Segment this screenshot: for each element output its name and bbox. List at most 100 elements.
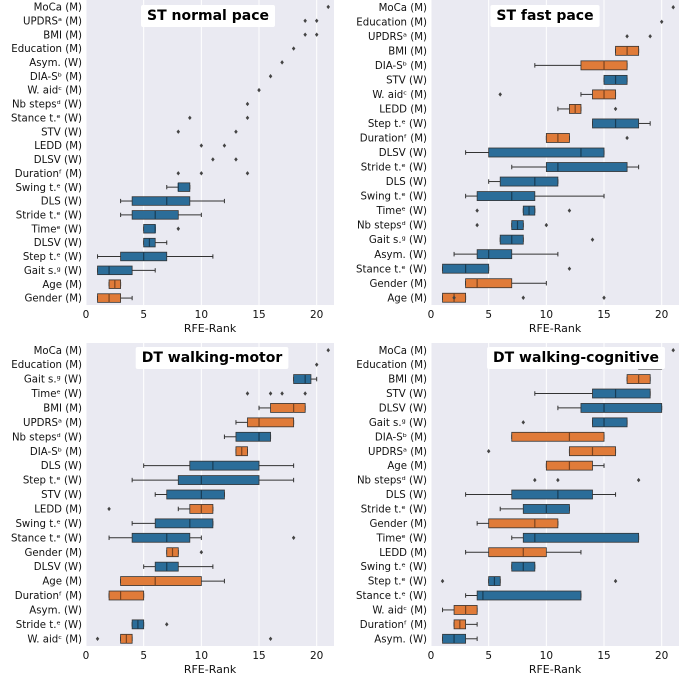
box-row: Stance t.ᵉ (W) bbox=[11, 113, 250, 124]
y-tick-label: Stride t.ᵉ (W) bbox=[361, 505, 427, 516]
box-row: Swing t.ᵉ (W) bbox=[15, 182, 191, 194]
box-row: STV (W) bbox=[386, 74, 628, 86]
box-row: Stride t.ᵉ (W) bbox=[361, 504, 570, 516]
y-tick-label: DLS (W) bbox=[386, 490, 427, 501]
outlier-marker bbox=[280, 391, 284, 396]
box-row: Nb stepsᵈ (W) bbox=[357, 220, 549, 232]
y-tick-label: DLSV (W) bbox=[379, 404, 427, 415]
y-tick-label: LEDD (M) bbox=[379, 548, 427, 559]
x-tick-label: 5 bbox=[140, 309, 147, 321]
box-row: DLSV (W) bbox=[34, 237, 168, 249]
panel-title: DT walking-cognitive bbox=[487, 347, 665, 369]
y-tick-label: Gender (M) bbox=[24, 548, 82, 559]
y-tick-label: Swing t.ᵉ (W) bbox=[15, 519, 82, 530]
outlier-marker bbox=[613, 578, 618, 584]
box bbox=[476, 590, 582, 601]
outlier-marker bbox=[164, 622, 169, 627]
box-row: DLSV (W) bbox=[379, 403, 663, 415]
y-tick-label: Asym. (W) bbox=[29, 58, 82, 69]
outlier-marker bbox=[303, 18, 307, 23]
y-tick-label: W. aidᶜ (M) bbox=[372, 90, 427, 101]
y-tick-label: Step t.ᵉ (W) bbox=[23, 476, 82, 487]
y-tick-label: MoCa (M) bbox=[34, 3, 82, 14]
panel-title: ST normal pace bbox=[141, 5, 275, 27]
box bbox=[131, 532, 191, 543]
box bbox=[166, 489, 225, 500]
y-tick-label: LEDD (M) bbox=[34, 141, 82, 152]
outlier-marker bbox=[245, 101, 250, 107]
box-row: DIA-Sᵇ (M) bbox=[30, 446, 248, 458]
outlier-marker bbox=[234, 157, 238, 162]
outlier-marker bbox=[268, 391, 273, 396]
box-row: Age (M) bbox=[42, 279, 122, 291]
outlier-marker bbox=[659, 19, 664, 24]
outlier-marker bbox=[188, 115, 192, 121]
x-tick-label: 0 bbox=[428, 650, 435, 662]
y-tick-label: STV (W) bbox=[386, 75, 427, 86]
box-row: Timeᵉ (W) bbox=[376, 205, 572, 217]
outlier-marker bbox=[291, 535, 296, 540]
outlier-marker bbox=[107, 506, 111, 512]
box-row: DLSV (W) bbox=[34, 561, 214, 573]
y-tick-label: DLS (W) bbox=[41, 197, 82, 208]
y-tick-label: Age (M) bbox=[42, 280, 82, 291]
box-row: DLS (W) bbox=[41, 196, 225, 208]
outlier-marker bbox=[268, 636, 273, 641]
outlier-marker bbox=[257, 87, 261, 93]
box-row: MoCa (M) bbox=[379, 3, 675, 14]
outlier-marker bbox=[303, 391, 307, 396]
y-tick-label: Durationᶠ (M) bbox=[15, 591, 82, 602]
y-tick-label: Nb stepsᵈ (W) bbox=[12, 432, 82, 443]
box-row: Nb stepsᵈ (W) bbox=[12, 431, 272, 443]
y-tick-label: Age (M) bbox=[387, 461, 427, 472]
box-row: Step t.ᵉ (W) bbox=[23, 251, 214, 263]
y-tick-label: Education (M) bbox=[11, 44, 82, 55]
y-tick-label: DLSV (W) bbox=[34, 562, 82, 573]
panel-title-text: DT walking-cognitive bbox=[493, 350, 659, 366]
x-tick-label: 20 bbox=[310, 650, 323, 662]
box-row: Step t.ᵉ (W) bbox=[23, 475, 295, 487]
box-row: Nb stepsᵈ (W) bbox=[357, 476, 641, 487]
outlier-marker bbox=[671, 5, 675, 10]
box-row: Durationᶠ (M) bbox=[15, 590, 145, 602]
box bbox=[154, 518, 214, 529]
outlier-marker bbox=[199, 550, 204, 555]
box-row: Asym. (W) bbox=[29, 606, 82, 617]
y-tick-label: BMI (M) bbox=[43, 30, 82, 41]
y-tick-label: DLS (W) bbox=[386, 177, 427, 188]
x-tick-label: 5 bbox=[140, 650, 147, 662]
outlier-marker bbox=[521, 420, 526, 425]
y-tick-label: Education (M) bbox=[11, 360, 82, 371]
y-tick-label: Stance t.ᵉ (W) bbox=[11, 113, 82, 124]
y-tick-label: LEDD (M) bbox=[34, 505, 82, 516]
box bbox=[270, 403, 306, 413]
y-tick-label: DIA-Sᵇ (M) bbox=[375, 432, 427, 443]
box-row: Durationᶠ (M) bbox=[360, 619, 478, 631]
outlier-marker bbox=[176, 171, 181, 176]
x-axis-label: RFE-Rank bbox=[529, 663, 582, 676]
outlier-marker bbox=[234, 129, 238, 134]
box-row: Education (M) bbox=[356, 17, 664, 28]
box-row: DIA-Sᵇ (M) bbox=[375, 431, 605, 443]
box bbox=[293, 374, 312, 384]
y-tick-label: DLSV (W) bbox=[34, 155, 82, 166]
box bbox=[131, 196, 191, 206]
x-tick-label: 10 bbox=[195, 309, 208, 321]
outlier-marker bbox=[314, 32, 319, 37]
box-row: Step t.ᵉ (W) bbox=[368, 118, 651, 130]
y-tick-label: Stance t.ᵉ (W) bbox=[11, 533, 82, 544]
outlier-marker bbox=[176, 226, 181, 231]
outlier-marker bbox=[486, 449, 491, 454]
box-row: MoCa (M) bbox=[34, 346, 330, 357]
box bbox=[476, 249, 513, 260]
x-tick-label: 20 bbox=[310, 309, 323, 321]
y-tick-label: Timeᵉ (W) bbox=[31, 224, 82, 235]
y-tick-label: UPDRSᵃ (M) bbox=[23, 418, 82, 429]
panel-2: 0 5 10 15 20 RFE-Rank MoCa (M) Education (M) UPD… bbox=[356, 0, 679, 335]
box-row: DIA-Sᵇ (M) bbox=[375, 60, 628, 72]
y-tick-label: UPDRSᵃ (M) bbox=[368, 447, 427, 458]
outlier-marker bbox=[475, 222, 479, 228]
y-tick-label: Stride t.ᵉ (W) bbox=[361, 163, 427, 174]
box-row: STV (W) bbox=[41, 489, 225, 501]
y-tick-label: Gait s.ᵍ (W) bbox=[369, 235, 427, 246]
